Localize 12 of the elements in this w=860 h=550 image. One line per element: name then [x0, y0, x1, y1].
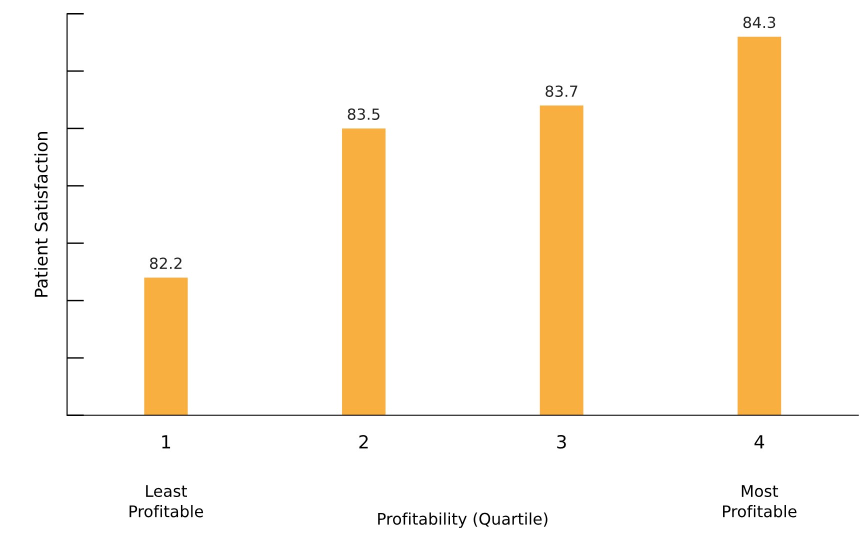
- text: Profitability (Quartile): [378, 512, 548, 528]
- data-label: 83.7: [546, 85, 578, 98]
- y-axis-title: Patient Satisfaction: [34, 132, 48, 297]
- text: Most Profitable: [723, 485, 796, 518]
- x-tick-label: 3: [557, 435, 566, 449]
- data-label: 84.3: [743, 16, 776, 28]
- text: Least Profitable: [130, 485, 204, 518]
- x-tick-label: 4: [754, 435, 764, 448]
- data-label: 83.5: [348, 108, 380, 120]
- data-label: 82.2: [150, 258, 182, 270]
- x-tick-label: 1: [162, 435, 170, 448]
- x-tick-label: 2: [359, 435, 368, 448]
